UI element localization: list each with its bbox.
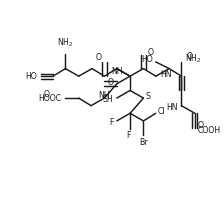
Text: SH: SH xyxy=(102,96,113,104)
Text: F: F xyxy=(110,118,114,127)
Text: O: O xyxy=(96,53,101,62)
Text: NH$_2$: NH$_2$ xyxy=(57,36,73,49)
Text: HO: HO xyxy=(25,72,37,81)
Text: NH: NH xyxy=(99,91,110,100)
Text: O: O xyxy=(108,78,114,87)
Text: Cl: Cl xyxy=(158,107,165,116)
Text: S: S xyxy=(145,92,150,101)
Text: COOH: COOH xyxy=(198,126,221,135)
Text: O: O xyxy=(147,48,153,57)
Text: O: O xyxy=(186,52,192,61)
Text: NH: NH xyxy=(111,67,123,76)
Text: F: F xyxy=(126,131,130,140)
Text: HN: HN xyxy=(166,103,178,112)
Text: HO: HO xyxy=(141,55,153,63)
Text: O: O xyxy=(43,91,49,100)
Text: HN: HN xyxy=(161,70,172,79)
Text: HOOC: HOOC xyxy=(39,94,62,102)
Text: NH$_2$: NH$_2$ xyxy=(185,53,202,65)
Text: Br: Br xyxy=(139,138,148,147)
Text: O: O xyxy=(198,121,204,130)
